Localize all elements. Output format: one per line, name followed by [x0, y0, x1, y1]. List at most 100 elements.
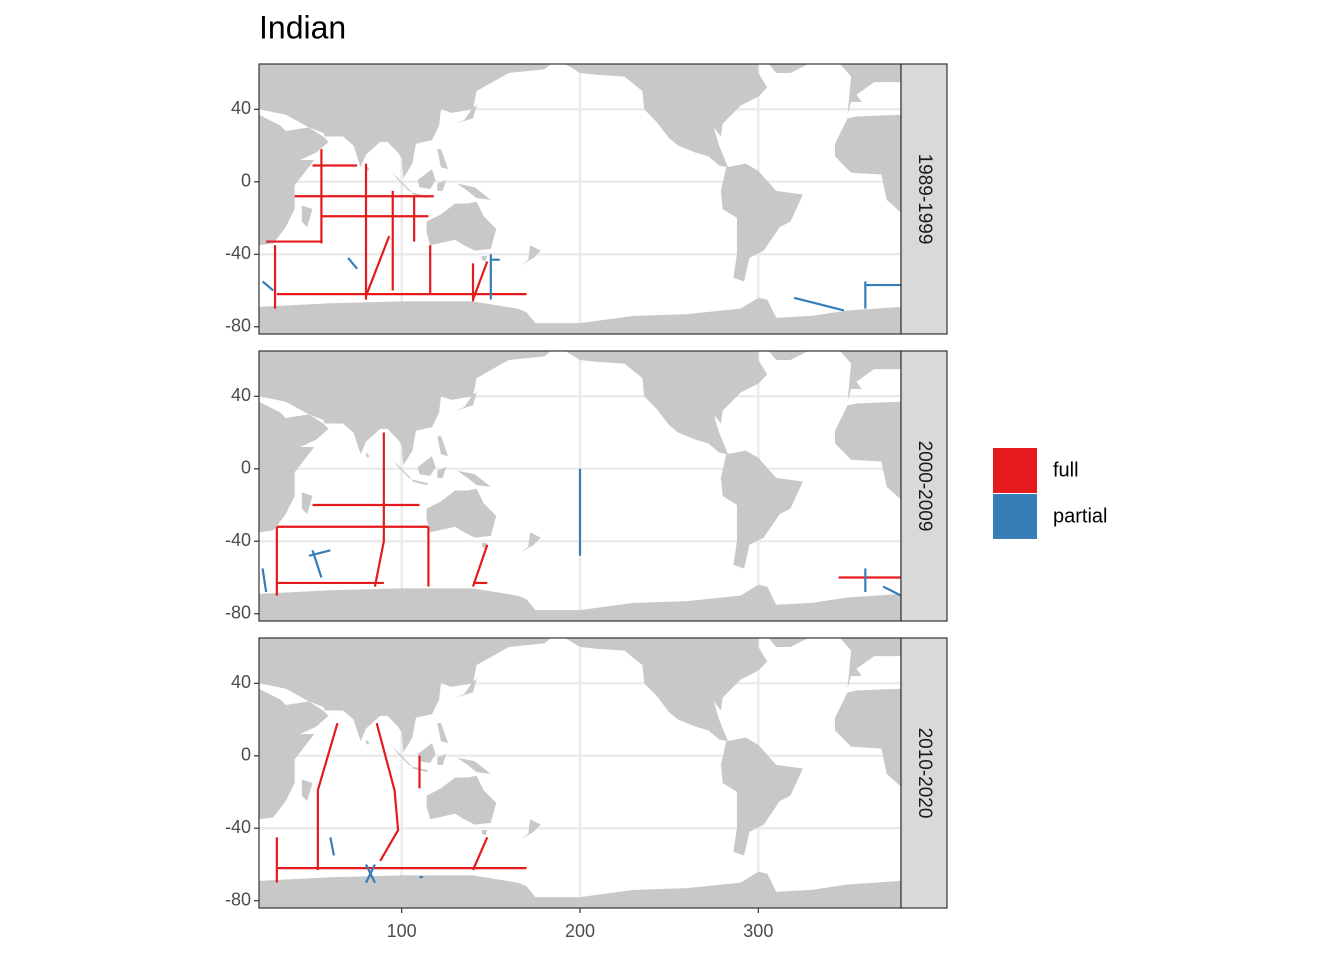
land	[259, 64, 552, 179]
track	[471, 261, 489, 300]
track	[471, 836, 489, 871]
x-tick-label: 100	[387, 921, 417, 941]
track	[329, 837, 335, 856]
land	[437, 436, 449, 457]
land	[720, 450, 803, 569]
y-tick-label: -40	[225, 243, 251, 263]
legend-label: full	[1053, 459, 1079, 481]
track	[308, 549, 331, 557]
y-tick-label: -40	[225, 817, 251, 837]
land	[835, 114, 901, 213]
land	[768, 64, 809, 74]
track	[347, 257, 358, 270]
land	[835, 688, 901, 787]
land	[259, 297, 901, 334]
strip	[900, 350, 948, 622]
land	[426, 775, 497, 825]
land	[285, 127, 329, 161]
land	[521, 532, 541, 553]
y-tick-label: 40	[231, 98, 251, 118]
y-tick-label: 0	[241, 171, 251, 191]
land	[259, 638, 552, 753]
land	[840, 64, 901, 115]
land	[301, 205, 313, 228]
chart-title: Indian	[259, 9, 346, 45]
land	[437, 179, 447, 191]
y-tick-label: -80	[225, 316, 251, 336]
land	[412, 479, 429, 486]
land	[456, 757, 491, 774]
panel	[259, 638, 901, 908]
strip-label: 1989-1999	[914, 154, 935, 245]
land	[521, 245, 541, 266]
land	[259, 584, 901, 621]
x-tick-label: 200	[565, 921, 595, 941]
land	[521, 819, 541, 840]
land	[392, 172, 413, 193]
land	[301, 779, 313, 802]
track	[364, 235, 391, 297]
land	[426, 488, 497, 538]
land	[720, 737, 803, 856]
land	[455, 389, 482, 411]
land	[259, 351, 552, 466]
land	[366, 452, 370, 458]
y-tick-label: -80	[225, 890, 251, 910]
track	[375, 722, 400, 862]
land	[259, 688, 315, 820]
track	[793, 296, 845, 312]
land	[437, 149, 449, 170]
land	[392, 746, 413, 767]
land	[259, 401, 315, 533]
land	[285, 701, 329, 735]
panel	[259, 64, 901, 334]
track	[373, 432, 385, 587]
legend-key	[993, 494, 1037, 539]
track	[471, 544, 489, 587]
y-tick-label: 0	[241, 745, 251, 765]
land	[437, 466, 447, 478]
land	[417, 743, 436, 764]
strip-label: 2000-2009	[914, 441, 935, 532]
land	[565, 64, 768, 168]
track	[316, 722, 339, 870]
land	[455, 102, 482, 124]
y-tick-label: 0	[241, 458, 251, 478]
x-tick-label: 300	[743, 921, 773, 941]
land	[565, 638, 768, 742]
track	[261, 568, 268, 593]
land	[840, 638, 901, 689]
y-tick-label: -40	[225, 530, 251, 550]
land	[720, 163, 803, 282]
track	[882, 585, 901, 597]
land	[366, 739, 370, 745]
track	[365, 864, 376, 884]
y-tick-label: 40	[231, 385, 251, 405]
y-tick-label: 40	[231, 672, 251, 692]
strip	[900, 637, 948, 909]
land	[417, 169, 436, 190]
land	[768, 351, 809, 361]
land	[840, 351, 901, 402]
land	[456, 183, 491, 200]
strip	[900, 63, 948, 335]
land	[481, 830, 488, 836]
land	[437, 723, 449, 744]
land	[481, 256, 488, 262]
strip-label: 2010-2020	[914, 728, 935, 819]
land	[259, 114, 315, 246]
land	[565, 351, 768, 455]
land	[426, 201, 497, 251]
track	[261, 280, 274, 292]
land	[835, 401, 901, 500]
land	[417, 456, 436, 477]
y-tick-label: -80	[225, 603, 251, 623]
land	[259, 871, 901, 908]
legend: full partial	[993, 448, 1107, 539]
legend-key	[993, 448, 1037, 493]
land	[768, 638, 809, 648]
land	[456, 470, 491, 487]
land	[392, 459, 413, 480]
panel	[259, 351, 901, 621]
